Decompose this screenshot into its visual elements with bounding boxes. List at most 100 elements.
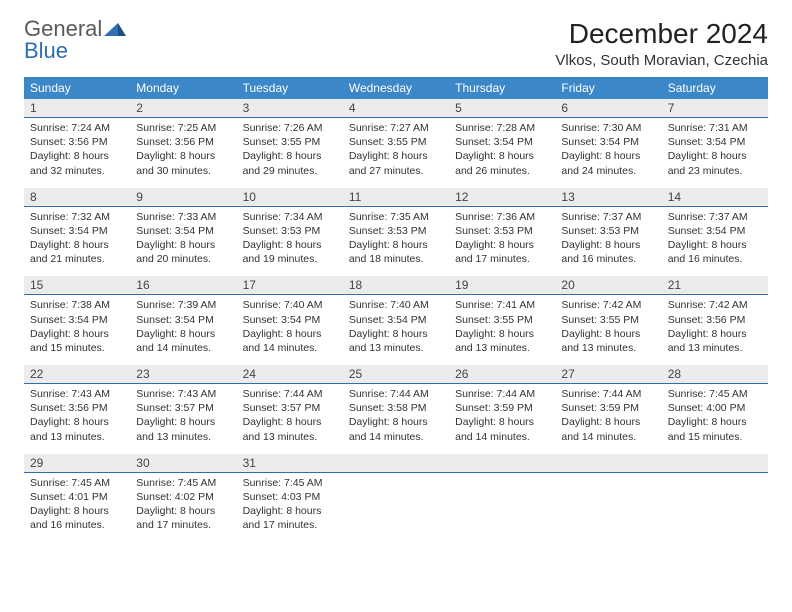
day-day1: Daylight: 8 hours xyxy=(455,415,549,429)
day-day1: Daylight: 8 hours xyxy=(668,415,762,429)
day-body: Sunrise: 7:43 AMSunset: 3:57 PMDaylight:… xyxy=(130,384,236,448)
day-sunrise: Sunrise: 7:38 AM xyxy=(30,298,124,312)
calendar-day-cell xyxy=(555,454,661,537)
day-number: 29 xyxy=(24,454,130,473)
day-day2: and 24 minutes. xyxy=(561,164,655,178)
day-day2: and 17 minutes. xyxy=(455,252,549,266)
calendar-day-cell: 25Sunrise: 7:44 AMSunset: 3:58 PMDayligh… xyxy=(343,365,449,448)
day-number: 30 xyxy=(130,454,236,473)
day-day2: and 13 minutes. xyxy=(349,341,443,355)
day-day1: Daylight: 8 hours xyxy=(455,149,549,163)
day-sunrise: Sunrise: 7:26 AM xyxy=(243,121,337,135)
page-header: General Blue December 2024 Vlkos, South … xyxy=(24,18,768,69)
day-sunrise: Sunrise: 7:30 AM xyxy=(561,121,655,135)
day-day2: and 29 minutes. xyxy=(243,164,337,178)
day-sunset: Sunset: 3:54 PM xyxy=(668,224,762,238)
day-day1: Daylight: 8 hours xyxy=(243,504,337,518)
day-day1: Daylight: 8 hours xyxy=(668,149,762,163)
day-header: Monday xyxy=(130,77,236,99)
day-sunset: Sunset: 3:53 PM xyxy=(455,224,549,238)
day-sunrise: Sunrise: 7:37 AM xyxy=(561,210,655,224)
day-day2: and 14 minutes. xyxy=(455,430,549,444)
day-number xyxy=(449,454,555,473)
day-sunrise: Sunrise: 7:36 AM xyxy=(455,210,549,224)
day-day1: Daylight: 8 hours xyxy=(243,149,337,163)
day-body: Sunrise: 7:45 AMSunset: 4:00 PMDaylight:… xyxy=(662,384,768,448)
day-sunset: Sunset: 3:54 PM xyxy=(30,313,124,327)
day-sunset: Sunset: 3:57 PM xyxy=(136,401,230,415)
day-number: 4 xyxy=(343,99,449,118)
day-number: 27 xyxy=(555,365,661,384)
day-number: 20 xyxy=(555,276,661,295)
day-day1: Daylight: 8 hours xyxy=(30,149,124,163)
day-number: 16 xyxy=(130,276,236,295)
day-body: Sunrise: 7:45 AMSunset: 4:02 PMDaylight:… xyxy=(130,473,236,537)
calendar-day-cell: 7Sunrise: 7:31 AMSunset: 3:54 PMDaylight… xyxy=(662,99,768,182)
day-number: 6 xyxy=(555,99,661,118)
day-day1: Daylight: 8 hours xyxy=(455,327,549,341)
day-day2: and 14 minutes. xyxy=(243,341,337,355)
calendar-day-cell: 26Sunrise: 7:44 AMSunset: 3:59 PMDayligh… xyxy=(449,365,555,448)
day-header-row: Sunday Monday Tuesday Wednesday Thursday… xyxy=(24,77,768,99)
calendar-day-cell: 13Sunrise: 7:37 AMSunset: 3:53 PMDayligh… xyxy=(555,188,661,271)
calendar-day-cell: 11Sunrise: 7:35 AMSunset: 3:53 PMDayligh… xyxy=(343,188,449,271)
day-number: 14 xyxy=(662,188,768,207)
day-sunset: Sunset: 3:56 PM xyxy=(136,135,230,149)
day-day1: Daylight: 8 hours xyxy=(668,238,762,252)
day-sunset: Sunset: 3:55 PM xyxy=(349,135,443,149)
calendar-day-cell: 16Sunrise: 7:39 AMSunset: 3:54 PMDayligh… xyxy=(130,276,236,359)
day-sunset: Sunset: 3:56 PM xyxy=(30,401,124,415)
day-body: Sunrise: 7:33 AMSunset: 3:54 PMDaylight:… xyxy=(130,207,236,271)
calendar-day-cell: 28Sunrise: 7:45 AMSunset: 4:00 PMDayligh… xyxy=(662,365,768,448)
day-sunset: Sunset: 4:02 PM xyxy=(136,490,230,504)
day-body: Sunrise: 7:44 AMSunset: 3:57 PMDaylight:… xyxy=(237,384,343,448)
calendar-day-cell: 5Sunrise: 7:28 AMSunset: 3:54 PMDaylight… xyxy=(449,99,555,182)
day-body: Sunrise: 7:32 AMSunset: 3:54 PMDaylight:… xyxy=(24,207,130,271)
day-body xyxy=(662,473,768,480)
day-day1: Daylight: 8 hours xyxy=(243,238,337,252)
day-day1: Daylight: 8 hours xyxy=(30,415,124,429)
day-sunrise: Sunrise: 7:40 AM xyxy=(243,298,337,312)
day-sunrise: Sunrise: 7:42 AM xyxy=(561,298,655,312)
day-header: Thursday xyxy=(449,77,555,99)
day-day2: and 13 minutes. xyxy=(30,430,124,444)
day-day1: Daylight: 8 hours xyxy=(561,327,655,341)
day-sunrise: Sunrise: 7:33 AM xyxy=(136,210,230,224)
day-day1: Daylight: 8 hours xyxy=(668,327,762,341)
day-body: Sunrise: 7:25 AMSunset: 3:56 PMDaylight:… xyxy=(130,118,236,182)
day-sunset: Sunset: 3:59 PM xyxy=(561,401,655,415)
day-body: Sunrise: 7:31 AMSunset: 3:54 PMDaylight:… xyxy=(662,118,768,182)
day-day1: Daylight: 8 hours xyxy=(349,415,443,429)
day-body xyxy=(449,473,555,480)
day-body: Sunrise: 7:41 AMSunset: 3:55 PMDaylight:… xyxy=(449,295,555,359)
day-number: 2 xyxy=(130,99,236,118)
day-sunrise: Sunrise: 7:37 AM xyxy=(668,210,762,224)
day-body: Sunrise: 7:38 AMSunset: 3:54 PMDaylight:… xyxy=(24,295,130,359)
day-day2: and 13 minutes. xyxy=(668,341,762,355)
day-sunrise: Sunrise: 7:43 AM xyxy=(30,387,124,401)
day-body: Sunrise: 7:42 AMSunset: 3:55 PMDaylight:… xyxy=(555,295,661,359)
day-number: 23 xyxy=(130,365,236,384)
brand-logo: General Blue xyxy=(24,18,126,62)
day-body: Sunrise: 7:40 AMSunset: 3:54 PMDaylight:… xyxy=(237,295,343,359)
day-sunset: Sunset: 3:55 PM xyxy=(561,313,655,327)
day-number: 9 xyxy=(130,188,236,207)
day-sunset: Sunset: 3:54 PM xyxy=(349,313,443,327)
day-day2: and 13 minutes. xyxy=(561,341,655,355)
calendar-thead: Sunday Monday Tuesday Wednesday Thursday… xyxy=(24,77,768,99)
day-sunrise: Sunrise: 7:31 AM xyxy=(668,121,762,135)
day-sunset: Sunset: 3:56 PM xyxy=(668,313,762,327)
day-sunset: Sunset: 3:57 PM xyxy=(243,401,337,415)
day-day2: and 16 minutes. xyxy=(561,252,655,266)
calendar-day-cell: 31Sunrise: 7:45 AMSunset: 4:03 PMDayligh… xyxy=(237,454,343,537)
calendar-day-cell: 29Sunrise: 7:45 AMSunset: 4:01 PMDayligh… xyxy=(24,454,130,537)
title-block: December 2024 Vlkos, South Moravian, Cze… xyxy=(555,18,768,69)
calendar-day-cell: 1Sunrise: 7:24 AMSunset: 3:56 PMDaylight… xyxy=(24,99,130,182)
day-day1: Daylight: 8 hours xyxy=(136,504,230,518)
calendar-body: 1Sunrise: 7:24 AMSunset: 3:56 PMDaylight… xyxy=(24,99,768,536)
day-day2: and 26 minutes. xyxy=(455,164,549,178)
day-sunset: Sunset: 3:54 PM xyxy=(455,135,549,149)
day-sunset: Sunset: 3:54 PM xyxy=(668,135,762,149)
calendar-day-cell: 19Sunrise: 7:41 AMSunset: 3:55 PMDayligh… xyxy=(449,276,555,359)
day-body: Sunrise: 7:40 AMSunset: 3:54 PMDaylight:… xyxy=(343,295,449,359)
